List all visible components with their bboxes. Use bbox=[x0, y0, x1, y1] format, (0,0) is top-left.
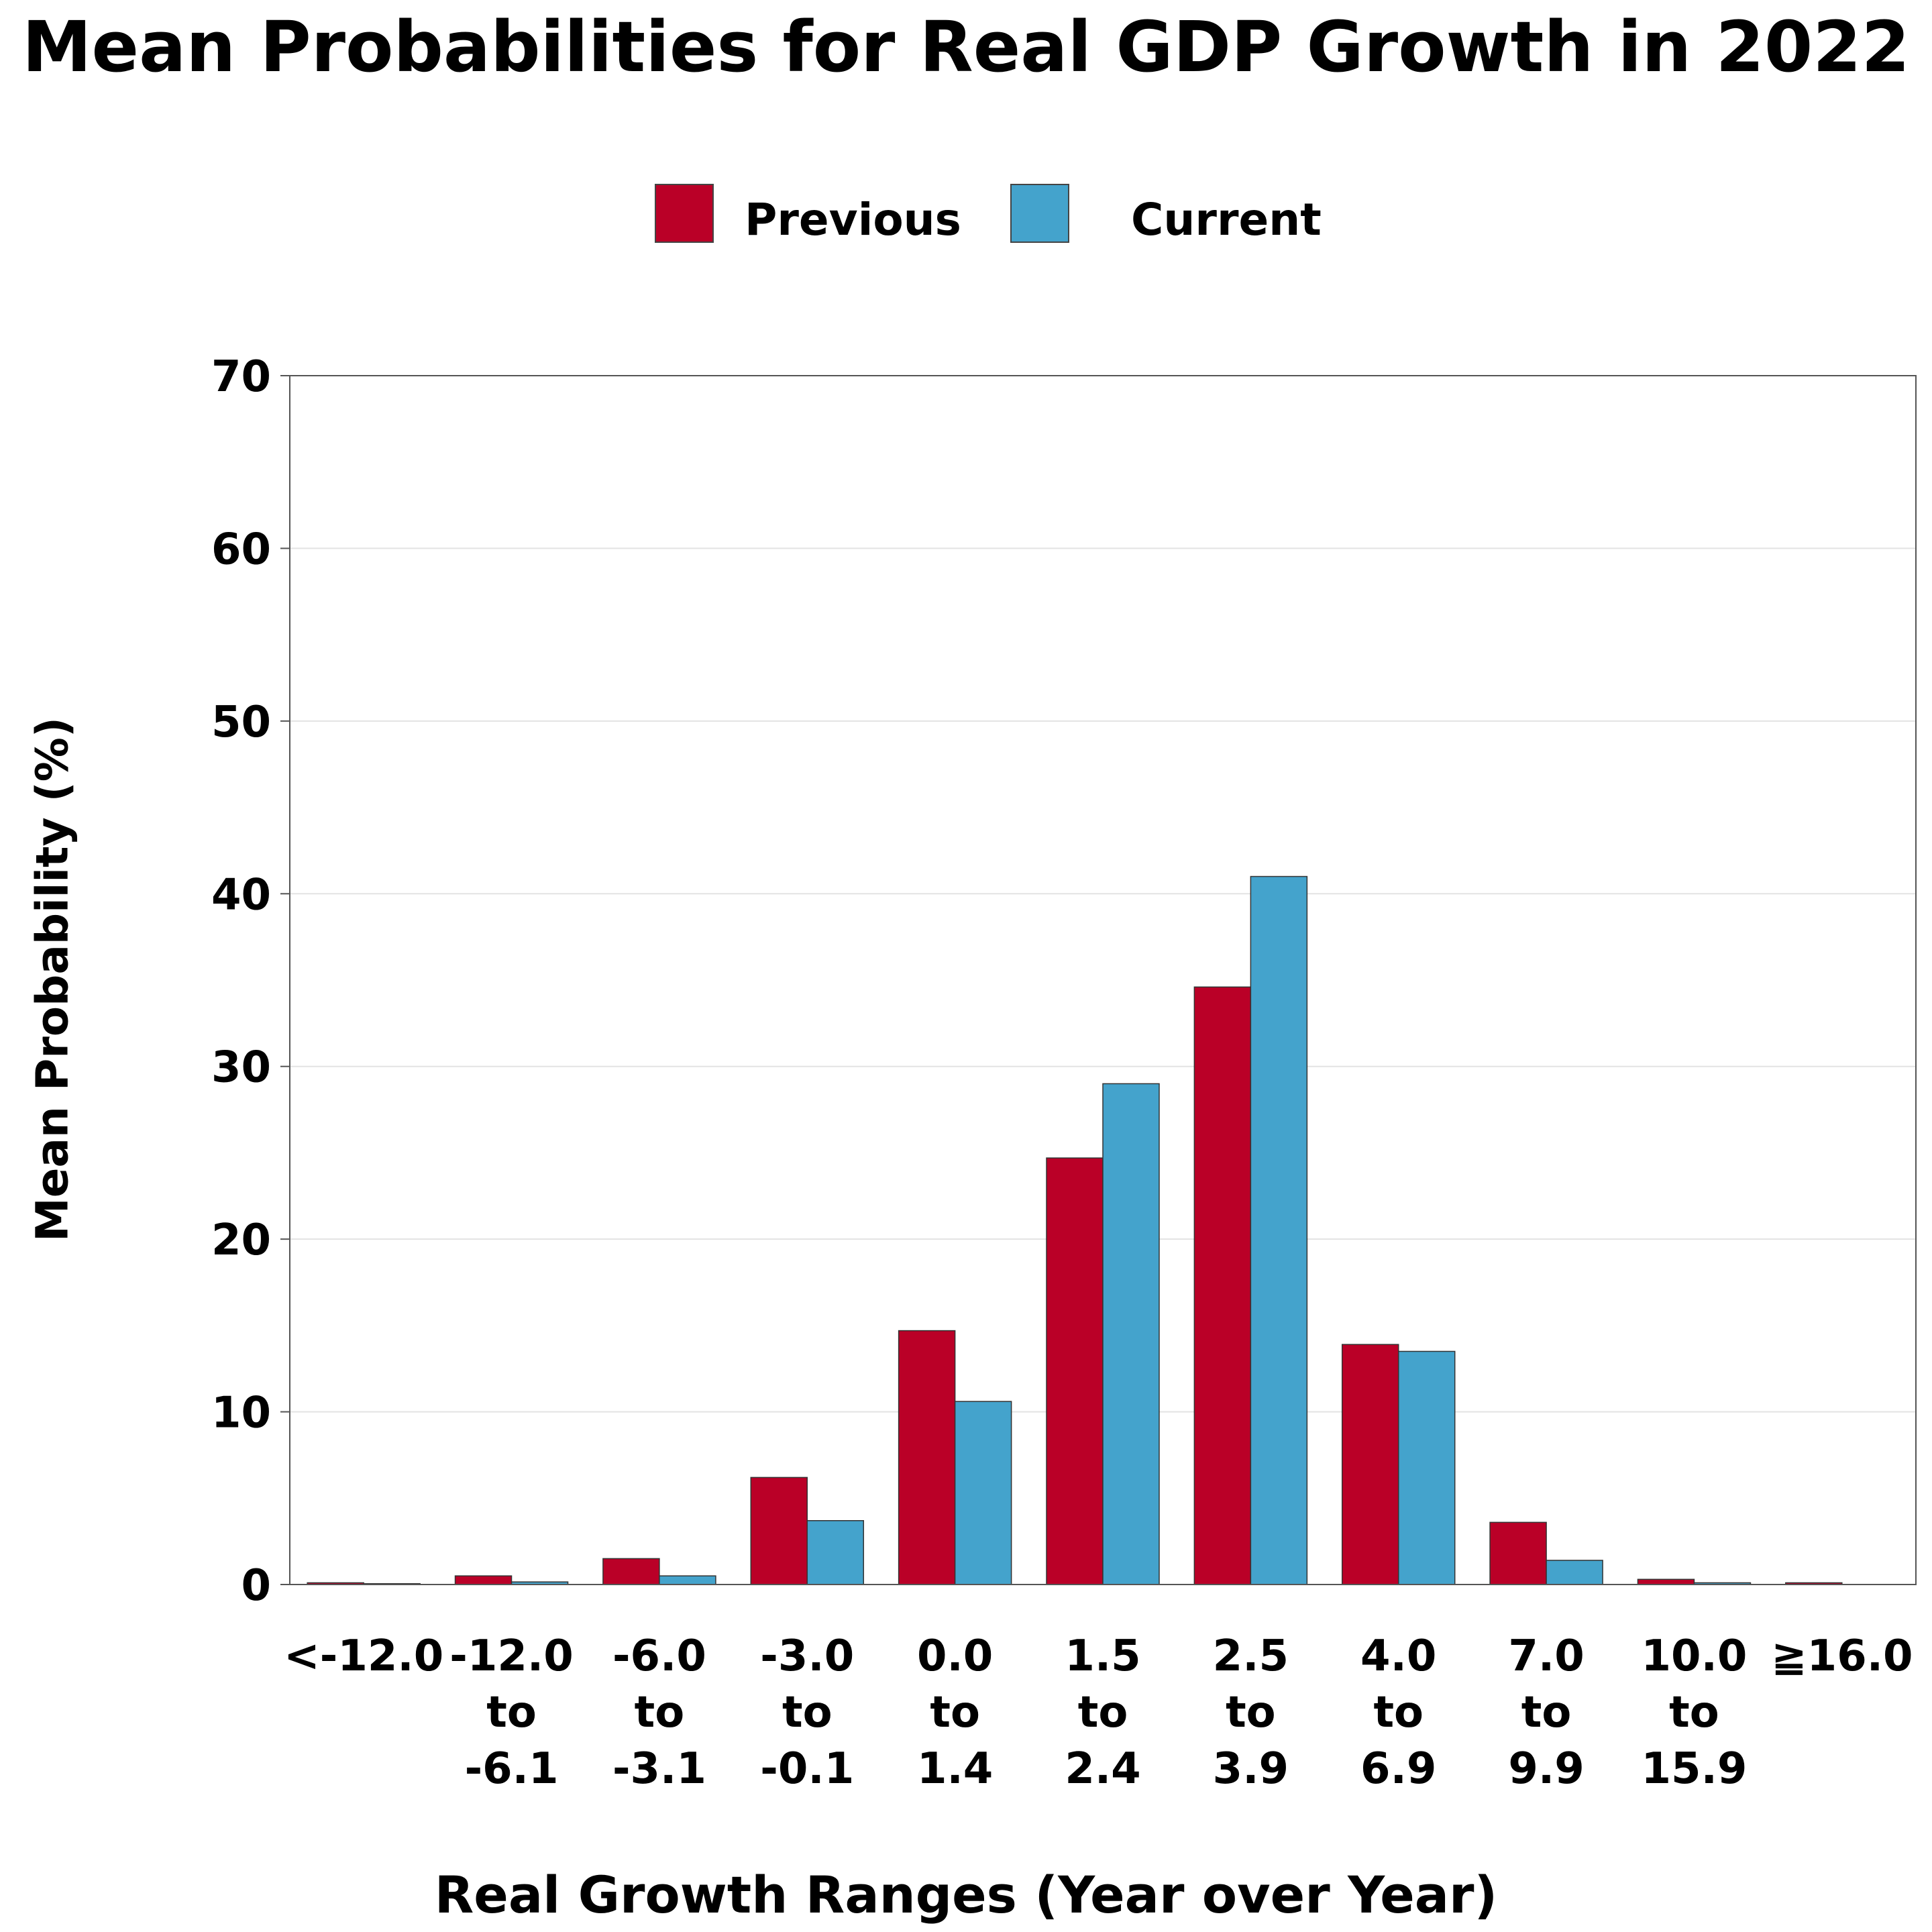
legend-label-current: Current bbox=[1131, 194, 1322, 246]
x-tick-label: 2.4 bbox=[1065, 1744, 1140, 1794]
plot-frame bbox=[289, 375, 1917, 1585]
x-tick-label: -6.0 bbox=[612, 1631, 706, 1681]
x-tick-label: to bbox=[1373, 1688, 1424, 1737]
x-tick-label: to bbox=[486, 1688, 537, 1737]
x-tick-label: to bbox=[1669, 1688, 1719, 1737]
x-axis-label: Real Growth Ranges (Year over Year) bbox=[434, 1865, 1498, 1925]
x-tick-label: 15.9 bbox=[1642, 1744, 1748, 1794]
legend-label-previous: Previous bbox=[745, 194, 961, 246]
legend-swatch-previous bbox=[655, 184, 714, 243]
legend: Previous Current bbox=[0, 181, 1932, 248]
bar-current-7 bbox=[1397, 1350, 1456, 1585]
bar-current-5 bbox=[1102, 1083, 1160, 1585]
bar-previous-7 bbox=[1341, 1344, 1399, 1585]
x-tick-label: -0.1 bbox=[760, 1744, 854, 1794]
x-tick-label: to bbox=[782, 1688, 833, 1737]
y-tick-label: 50 bbox=[211, 698, 271, 747]
x-tick-label: 6.9 bbox=[1360, 1744, 1436, 1794]
x-tick-label: 7.0 bbox=[1508, 1631, 1584, 1681]
legend-swatch-current bbox=[1010, 184, 1069, 243]
x-tick-label: 9.9 bbox=[1508, 1744, 1584, 1794]
bar-previous-1 bbox=[454, 1575, 513, 1585]
bar-current-6 bbox=[1250, 875, 1308, 1585]
bar-previous-6 bbox=[1193, 986, 1252, 1585]
bar-current-3 bbox=[806, 1520, 865, 1585]
x-tick-label: to bbox=[930, 1688, 980, 1737]
y-tick-label: 20 bbox=[211, 1216, 271, 1265]
bar-previous-5 bbox=[1046, 1157, 1104, 1585]
x-tick-label: to bbox=[1226, 1688, 1276, 1737]
y-tick-label: 70 bbox=[211, 352, 271, 402]
bar-previous-9 bbox=[1637, 1578, 1695, 1585]
x-tick-label: -12.0 bbox=[449, 1631, 573, 1681]
x-tick-label: to bbox=[1078, 1688, 1128, 1737]
bar-previous-3 bbox=[750, 1477, 808, 1585]
x-tick-label: 1.5 bbox=[1065, 1631, 1140, 1681]
x-tick-label: 4.0 bbox=[1360, 1631, 1436, 1681]
x-tick-label: 3.9 bbox=[1213, 1744, 1289, 1794]
y-tick-label: 60 bbox=[211, 525, 271, 574]
x-tick-label: ≧16.0 bbox=[1771, 1631, 1913, 1681]
x-tick-label: <-12.0 bbox=[284, 1631, 443, 1681]
bar-current-2 bbox=[659, 1575, 716, 1585]
bar-current-4 bbox=[954, 1401, 1012, 1585]
bar-current-8 bbox=[1546, 1560, 1603, 1585]
y-tick-label: 10 bbox=[211, 1389, 271, 1438]
x-tick-label: to bbox=[1521, 1688, 1572, 1737]
chart-title: Mean Probabilities for Real GDP Growth i… bbox=[22, 6, 1910, 88]
y-tick-label: 40 bbox=[211, 870, 271, 920]
x-tick-label: -3.1 bbox=[612, 1744, 706, 1794]
bar-previous-2 bbox=[602, 1558, 660, 1585]
bar-previous-8 bbox=[1489, 1521, 1547, 1585]
y-tick-label: 30 bbox=[211, 1043, 271, 1093]
x-tick-label: 10.0 bbox=[1642, 1631, 1748, 1681]
y-axis-label: Mean Probability (%) bbox=[26, 716, 78, 1242]
x-tick-label: to bbox=[635, 1688, 685, 1737]
x-tick-label: 2.5 bbox=[1213, 1631, 1289, 1681]
x-tick-label: -6.1 bbox=[465, 1744, 559, 1794]
y-tick-label: 0 bbox=[241, 1561, 271, 1611]
x-tick-label: -3.0 bbox=[760, 1631, 854, 1681]
bar-previous-4 bbox=[898, 1330, 956, 1585]
x-tick-label: 1.4 bbox=[917, 1744, 993, 1794]
x-tick-label: 0.0 bbox=[917, 1631, 993, 1681]
